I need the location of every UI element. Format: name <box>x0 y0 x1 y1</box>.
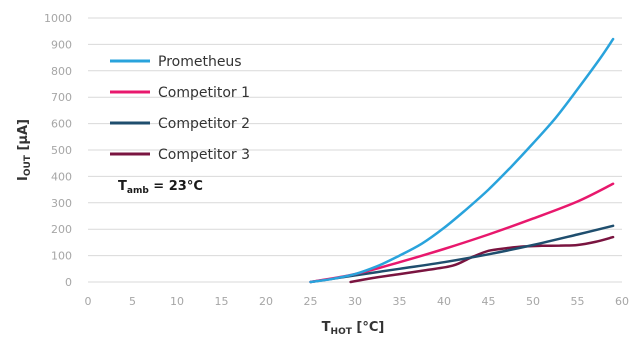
x-tick-label: 5 <box>129 295 136 308</box>
series-lines <box>309 37 615 284</box>
legend-label: Competitor 1 <box>158 85 250 101</box>
x-tick-label: 25 <box>304 295 318 308</box>
x-tick-label: 60 <box>615 295 629 308</box>
y-tick-label: 200 <box>51 223 72 236</box>
series-line-competitor-1 <box>309 182 615 284</box>
y-tick-label: 1000 <box>44 12 72 25</box>
series-line-prometheus <box>309 37 615 284</box>
y-tick-label: 800 <box>51 65 72 78</box>
legend-label: Prometheus <box>158 54 242 70</box>
x-tick-label: 15 <box>215 295 229 308</box>
y-tick-label: 0 <box>65 276 72 289</box>
x-tick-label: 45 <box>482 295 496 308</box>
x-tick-label: 35 <box>393 295 407 308</box>
x-tick-label: 40 <box>437 295 451 308</box>
x-tick-label: 10 <box>170 295 184 308</box>
y-tick-label: 700 <box>51 91 72 104</box>
y-tick-label: 500 <box>51 144 72 157</box>
ambient-temperature-annotation: Tamb = 23°C <box>118 179 203 196</box>
y-tick-label: 900 <box>51 38 72 51</box>
y-axis-title: IOUT [µA] <box>16 119 33 181</box>
x-axis-ticks: 0 5 10 15 20 25 30 35 40 45 50 55 60 <box>85 295 630 308</box>
y-tick-label: 100 <box>51 250 72 263</box>
x-tick-label: 50 <box>526 295 540 308</box>
x-tick-label: 0 <box>85 295 92 308</box>
x-tick-label: 30 <box>348 295 362 308</box>
grid-lines <box>88 17 622 283</box>
x-tick-label: 20 <box>259 295 273 308</box>
legend-label: Competitor 3 <box>158 147 250 163</box>
x-axis-title: THOT [°C] <box>322 320 385 337</box>
x-tick-label: 55 <box>571 295 585 308</box>
series-line-competitor-2 <box>309 224 615 284</box>
y-axis-ticks: 0 100 200 300 400 500 600 700 800 900 1000 <box>44 12 72 289</box>
legend-label: Competitor 2 <box>158 116 250 132</box>
y-tick-label: 300 <box>51 197 72 210</box>
y-tick-label: 400 <box>51 170 72 183</box>
y-tick-label: 600 <box>51 118 72 131</box>
series-line-competitor-3 <box>349 235 615 284</box>
legend: Prometheus Competitor 1 Competitor 2 Compet… <box>110 54 250 163</box>
